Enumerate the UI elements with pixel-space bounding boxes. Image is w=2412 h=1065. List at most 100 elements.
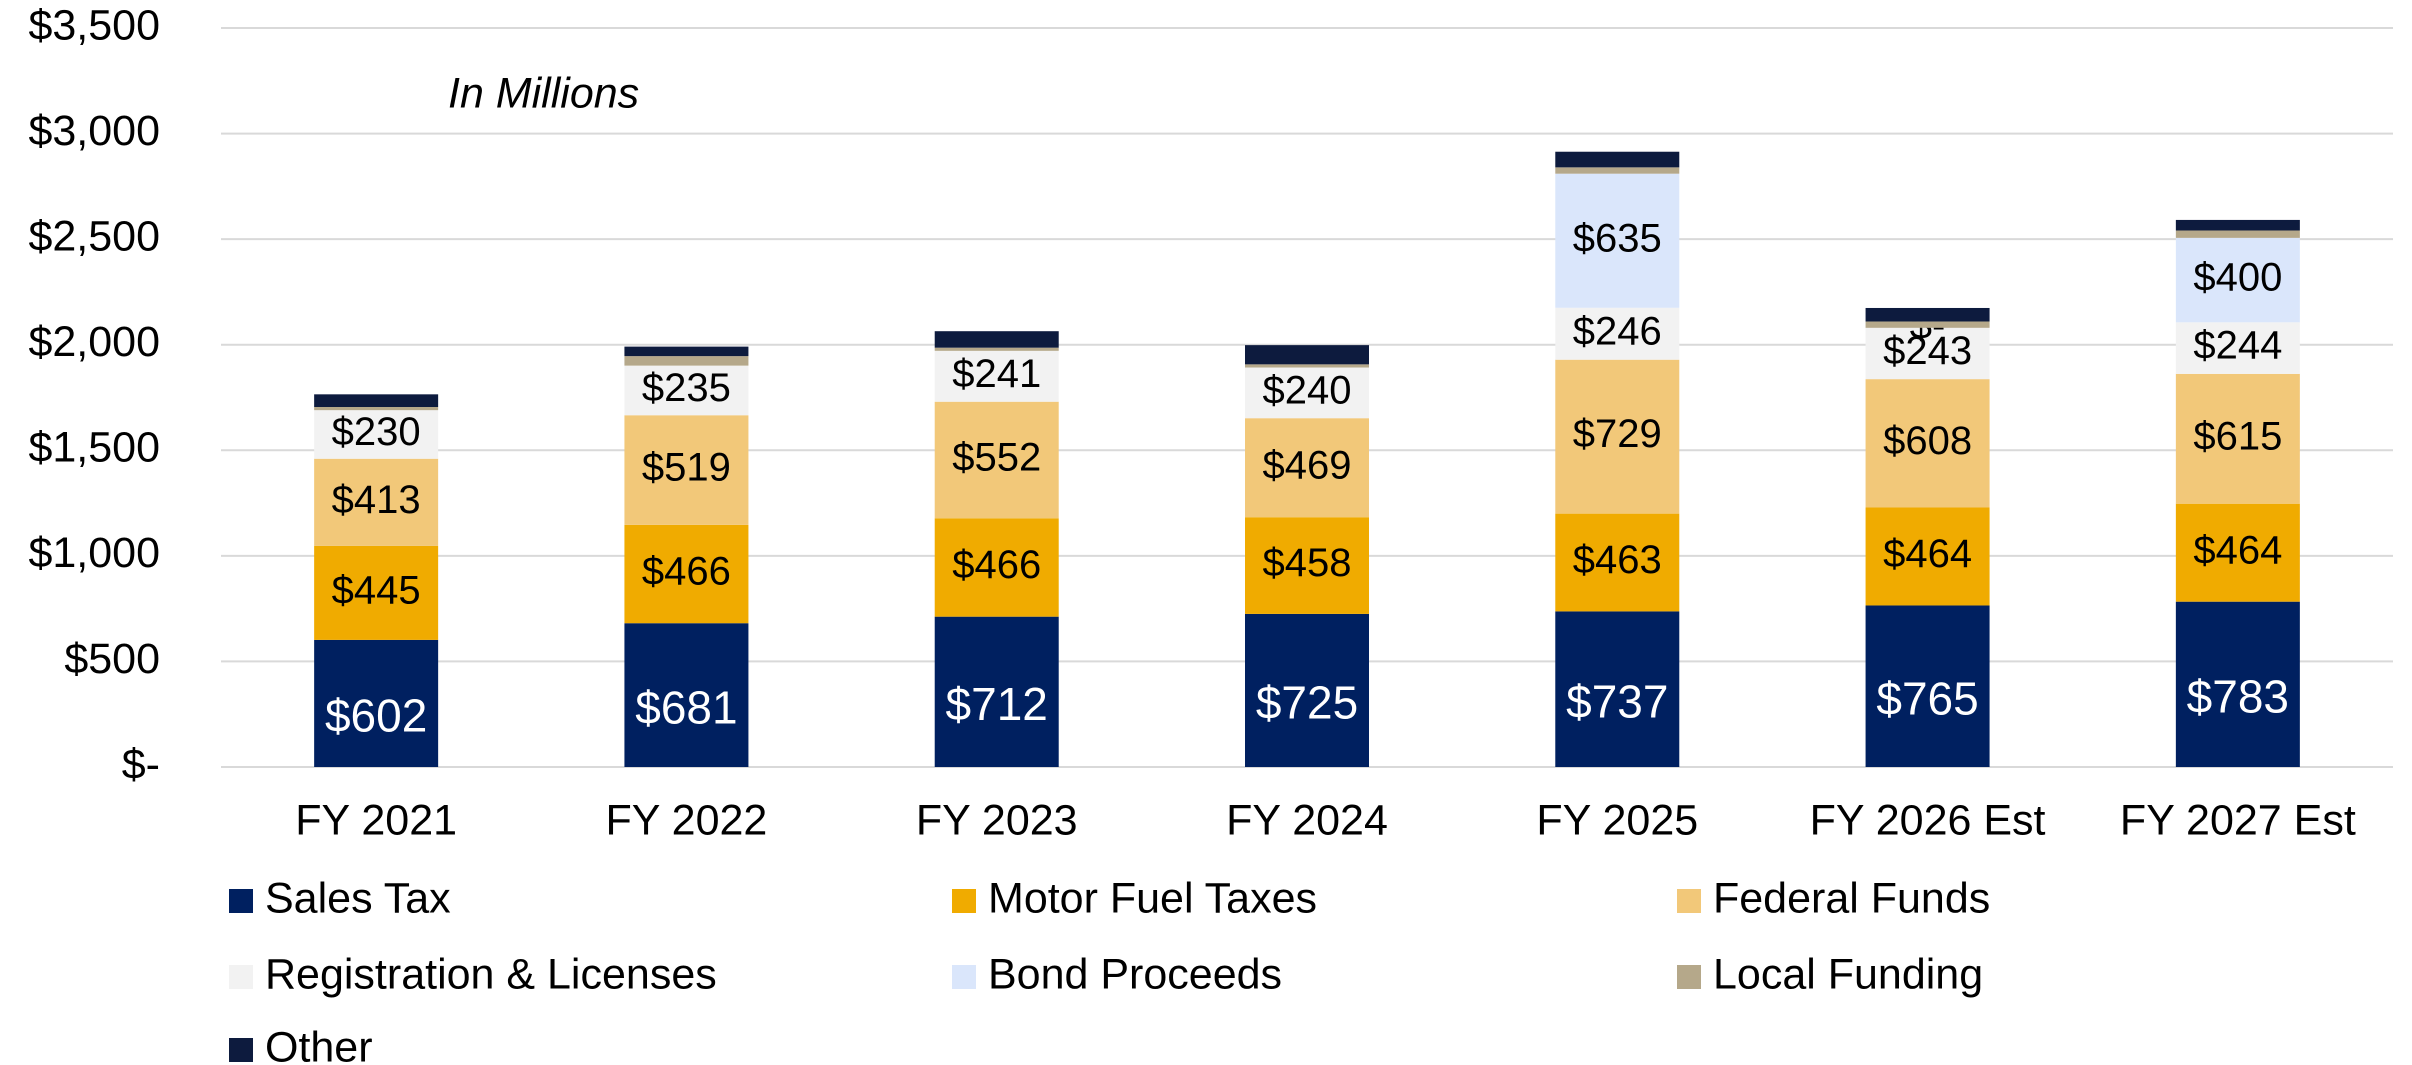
bar-segment: [624, 346, 749, 357]
legend-label: Registration & Licenses: [265, 950, 717, 998]
data-label: $466: [642, 550, 731, 594]
data-label: $615: [2193, 414, 2282, 458]
y-tick-label: $1,000: [28, 529, 160, 577]
y-tick-label: $2,500: [28, 213, 160, 261]
data-label: $240: [1263, 368, 1352, 412]
legend-label: Federal Funds: [1713, 874, 1990, 922]
bar-segment: [314, 639, 439, 767]
data-label: $712: [946, 678, 1048, 730]
data-label: $463: [1573, 538, 1662, 582]
legend-label: Motor Fuel Taxes: [988, 874, 1317, 922]
bar-segment: [624, 623, 749, 767]
bar-segment: [1555, 173, 1680, 308]
data-label: $230: [332, 410, 421, 454]
bar-segment: [1865, 321, 1990, 328]
bar-segment: [2175, 322, 2300, 374]
bar-segment: [624, 356, 749, 366]
bar-segment: [2175, 237, 2300, 323]
data-label: $244: [2193, 324, 2282, 368]
data-label: $445: [332, 568, 421, 612]
bar-segment: [1865, 327, 1990, 380]
data-label: $458: [1263, 541, 1352, 585]
data-label: $235: [642, 366, 731, 410]
bar-segment: [1555, 151, 1680, 168]
bar-segment: [934, 401, 1059, 519]
data-label: $729: [1573, 412, 1662, 456]
data-label: $725: [1256, 677, 1358, 729]
data-label: $681: [635, 681, 737, 733]
bar-segment: [1245, 345, 1369, 365]
y-tick-label: $500: [64, 635, 160, 683]
y-tick-label: $1,500: [28, 424, 160, 472]
x-tick-label: FY 2026 Est: [1810, 796, 2046, 844]
bar-segment: [1865, 379, 1990, 508]
data-label: $246: [1573, 309, 1662, 353]
bar-segment: [314, 410, 439, 459]
bar-segment: [1245, 367, 1369, 419]
legend-swatch: [1677, 965, 1701, 989]
annotation: In Millions: [448, 69, 639, 117]
bar-segment: [1865, 507, 1990, 606]
bar-segment: [1245, 418, 1369, 518]
data-label: $400: [2193, 256, 2282, 300]
bar-segment: [314, 545, 439, 640]
legend-label: Bond Proceeds: [988, 950, 1282, 998]
bar-segment: [934, 616, 1059, 767]
data-label: $464: [1883, 532, 1972, 576]
legend-swatch: [952, 965, 976, 989]
data-label: $519: [642, 446, 731, 490]
bar-segment: [1555, 307, 1680, 360]
legend-swatch: [229, 1038, 253, 1062]
bar-segment: [624, 365, 749, 416]
legend-label: Other: [265, 1023, 373, 1065]
bar-segment: [1245, 517, 1369, 614]
bar-segment: [624, 524, 749, 624]
x-tick-label: FY 2022: [606, 796, 768, 844]
data-label: $464: [2193, 528, 2282, 572]
data-label: $469: [1263, 443, 1352, 487]
data-label: $635: [1573, 216, 1662, 260]
bar-segment: [1555, 359, 1680, 514]
legend-swatch: [1677, 889, 1701, 913]
bar-segment: [2175, 230, 2300, 238]
bar-segment: [1865, 307, 1990, 322]
x-tick-label: FY 2021: [295, 796, 457, 844]
x-tick-label: FY 2023: [916, 796, 1078, 844]
y-tick-label: $3,000: [28, 107, 160, 155]
legend-label: Sales Tax: [265, 874, 451, 922]
bar-segment: [2175, 219, 2300, 231]
bar-segment: [1555, 513, 1680, 612]
bar-segment: [934, 331, 1059, 348]
bar-segment: [314, 407, 439, 411]
x-tick-label: FY 2024: [1226, 796, 1388, 844]
bar-segment: [934, 350, 1059, 402]
bar-segment: [934, 347, 1059, 351]
bar-segment: [1245, 364, 1369, 368]
bar-segment: [1865, 605, 1990, 767]
legend-swatch: [952, 889, 976, 913]
bar-segment: [314, 458, 439, 546]
bar-segment: [1555, 167, 1680, 174]
y-tick-label: $2,000: [28, 318, 160, 366]
y-tick-label: $-: [122, 740, 160, 788]
data-label: $413: [332, 478, 421, 522]
data-label: $783: [2187, 670, 2289, 722]
bar-segment: [2175, 503, 2300, 602]
legend-swatch: [229, 965, 253, 989]
y-tick-label: $3,500: [28, 1, 160, 49]
x-tick-label: FY 2027 Est: [2120, 796, 2356, 844]
data-label: $466: [952, 543, 1041, 587]
bar-segment: [314, 394, 439, 408]
data-label: $243: [1883, 329, 1972, 373]
bar-segment: [2175, 601, 2300, 767]
data-label: $765: [1876, 672, 1978, 724]
data-label: $608: [1883, 419, 1972, 463]
bar-segment: [934, 518, 1059, 617]
legend-label: Local Funding: [1713, 950, 1983, 998]
data-label: $552: [952, 436, 1041, 480]
bar-segment: [1555, 611, 1680, 767]
data-label: $737: [1566, 675, 1668, 727]
legend-swatch: [229, 889, 253, 913]
bar-segment: [624, 415, 749, 525]
